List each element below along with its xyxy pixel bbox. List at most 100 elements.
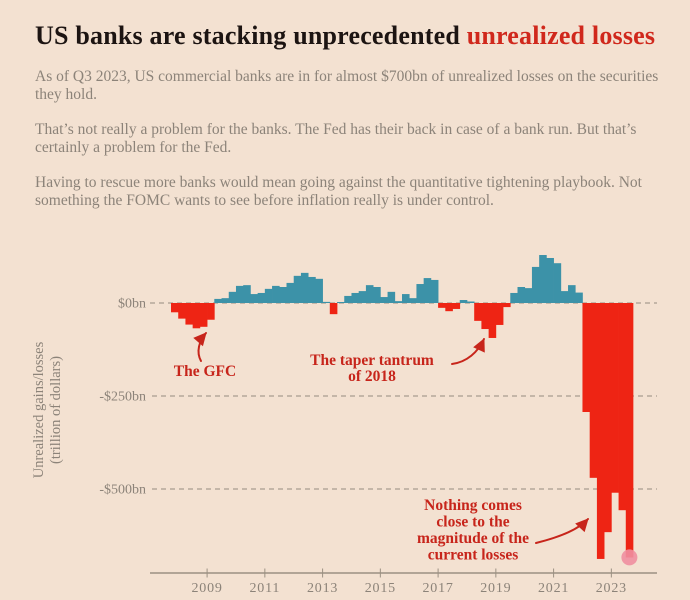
xtick-label-2017: 2017: [422, 581, 453, 596]
bar-2016Q2: [416, 284, 425, 303]
bar-2010Q2: [243, 285, 251, 303]
bar-2013Q3: [337, 302, 345, 303]
taper-label-line1: The taper tantrum: [310, 352, 434, 369]
bar-2016Q3: [423, 278, 432, 303]
paragraph-3: Having to rescue more banks would mean g…: [35, 174, 642, 209]
paragraph-1: As of Q3 2023, US commercial banks are i…: [35, 68, 659, 103]
ytick-label-250bn: -$250bn: [99, 390, 146, 405]
bar-2014Q4: [373, 287, 381, 303]
bar-2019Q3: [510, 292, 518, 303]
bar-2008Q2: [185, 303, 194, 325]
bar-2018Q2: [474, 303, 482, 321]
page-title-black: US banks are stacking unprecedented: [35, 21, 467, 51]
bar-2009Q1: [207, 303, 215, 320]
bar-2011Q2: [272, 285, 280, 303]
bar-2022Q4: [604, 303, 612, 533]
bar-2008Q1: [178, 303, 186, 319]
bar-2022Q3: [596, 303, 605, 559]
bar-2010Q3: [250, 294, 258, 303]
bar-2020Q1: [524, 288, 533, 303]
taper-label-line2: of 2018: [348, 368, 396, 385]
bar-2008Q3: [192, 303, 201, 329]
bar-2014Q2: [358, 291, 367, 303]
bar-2019Q1: [495, 303, 504, 325]
latest-value-dot: [621, 549, 638, 566]
bar-2018Q3: [481, 303, 489, 330]
annotation-current-losses: Nothing comes close to the magnitude of …: [417, 497, 589, 564]
bar-2023Q2: [618, 303, 627, 511]
current-losses-line1: Nothing comes: [424, 497, 522, 514]
current-losses-line2: close to the: [436, 514, 509, 531]
bar-2017Q2: [445, 303, 453, 312]
bar-2014Q3: [365, 285, 374, 303]
current-losses-arrow: [535, 518, 589, 544]
bar-2009Q3: [221, 298, 230, 303]
bar-2018Q1: [466, 301, 475, 303]
bar-2015Q4: [402, 294, 410, 303]
bar-2012Q4: [315, 278, 323, 303]
y-axis-title-line2: (trillion of dollars): [48, 356, 64, 464]
page-title: US banks are stacking unprecedented unre…: [35, 19, 663, 52]
bar-2011Q3: [279, 287, 287, 303]
bar-2020Q4: [546, 257, 554, 303]
bar-chart: $0bn -$250bn -$500bn Unrealized gains/lo…: [31, 255, 657, 596]
page-title-red-accent: unrealized losses: [466, 21, 656, 51]
bar-2010Q1: [235, 285, 244, 303]
bar-2011Q4: [286, 282, 295, 303]
current-losses-line4: current losses: [428, 547, 519, 564]
bar-2013Q2: [329, 303, 338, 315]
bar-2023Q3: [625, 303, 634, 558]
paragraph-2: That’s not really a problem for the bank…: [35, 121, 637, 156]
bar-2012Q1: [293, 275, 302, 303]
xtick-label-2019: 2019: [480, 581, 511, 596]
bar-2008Q4: [199, 303, 208, 327]
bar-2016Q4: [430, 279, 439, 303]
xtick-label-2011: 2011: [250, 581, 281, 596]
intro-paragraphs: As of Q3 2023, US commercial banks are i…: [35, 68, 660, 227]
gfc-arrow: [193, 332, 207, 362]
bar-2010Q4: [257, 292, 266, 303]
xtick-label-2023: 2023: [596, 581, 627, 596]
bar-2022Q1: [582, 303, 591, 412]
bar-2012Q3: [308, 276, 316, 303]
bar-2015Q1: [380, 297, 388, 303]
bar-2013Q4: [344, 295, 352, 303]
current-losses-line3: magnitude of the: [417, 530, 529, 547]
bar-2017Q1: [438, 303, 446, 308]
xtick-label-2009: 2009: [191, 581, 222, 596]
annotation-taper-tantrum: The taper tantrum of 2018: [310, 338, 485, 385]
xtick-label-2021: 2021: [538, 581, 569, 596]
bars-group: [171, 255, 634, 559]
bar-2021Q2: [560, 291, 569, 303]
bar-2014Q1: [351, 292, 360, 303]
bar-2017Q3: [452, 303, 461, 309]
bar-2013Q1: [322, 301, 331, 303]
bar-2019Q2: [503, 303, 511, 308]
bar-2007Q4: [171, 303, 179, 313]
bar-2020Q3: [539, 255, 547, 303]
bar-2017Q4: [459, 300, 468, 303]
x-axis-ticks: 2009 2011 2013 2015 2017 2019 2021 2023: [191, 568, 627, 596]
bar-2022Q2: [589, 303, 598, 478]
bar-2012Q2: [300, 272, 309, 303]
bar-2018Q4: [488, 303, 497, 338]
taper-arrow: [451, 338, 485, 365]
xtick-label-2013: 2013: [307, 581, 338, 596]
ytick-label-500bn: -$500bn: [99, 483, 146, 498]
annotation-gfc: The GFC: [174, 332, 236, 380]
y-axis-title-line1: Unrealized gains/losses: [31, 341, 47, 478]
y-axis-title: Unrealized gains/losses (trillion of dol…: [31, 341, 64, 478]
bar-2021Q1: [553, 263, 562, 303]
bar-2020Q2: [531, 266, 540, 303]
bar-2021Q3: [568, 285, 576, 303]
bar-2009Q4: [228, 291, 237, 303]
bar-2011Q1: [264, 288, 273, 303]
bar-2023Q1: [611, 303, 619, 493]
bar-2016Q1: [409, 298, 417, 303]
xtick-label-2015: 2015: [365, 581, 396, 596]
bar-2021Q4: [575, 292, 583, 303]
bar-2015Q3: [394, 301, 403, 303]
gfc-label: The GFC: [174, 363, 236, 380]
ytick-label-0bn: $0bn: [118, 297, 146, 312]
